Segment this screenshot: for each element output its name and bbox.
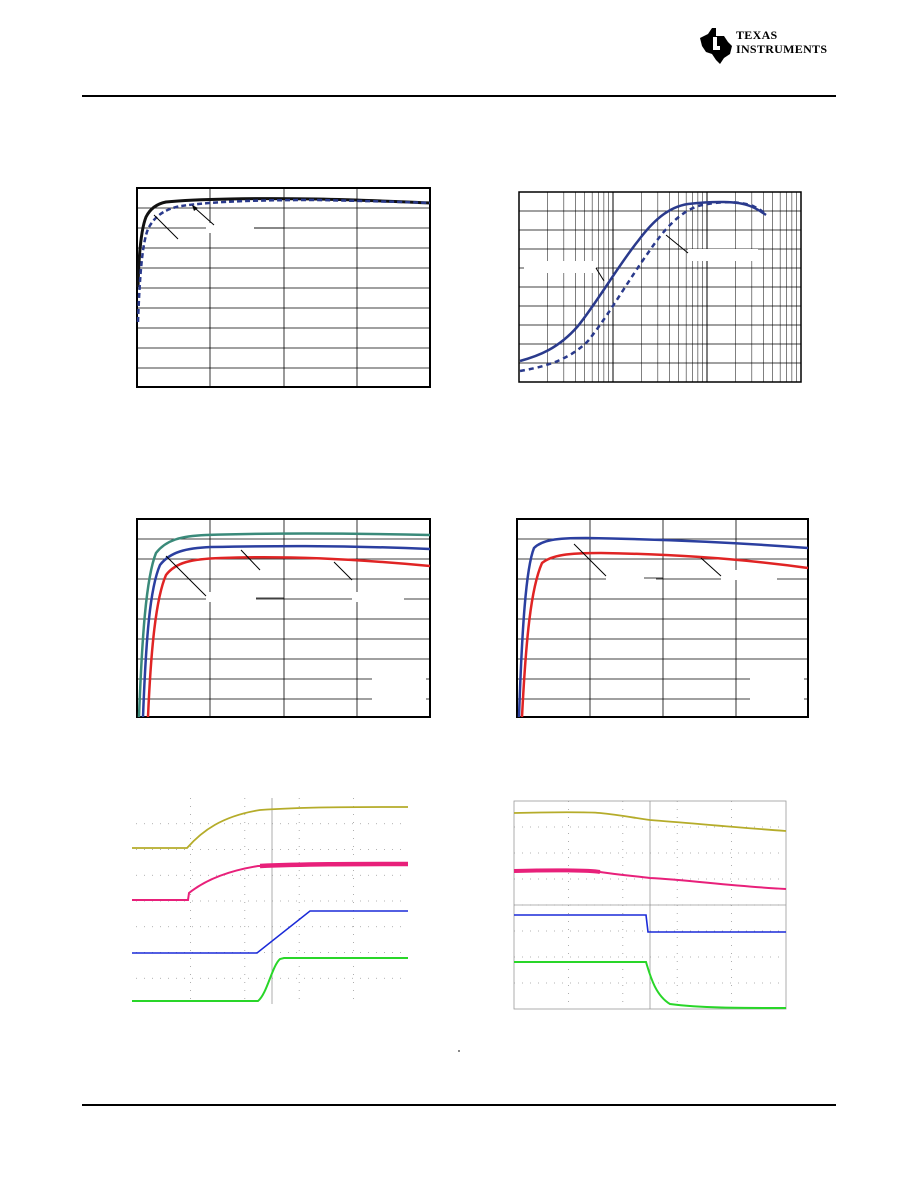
callout-arrow	[153, 214, 179, 240]
callout-arrow	[700, 557, 722, 577]
callout-arrow	[333, 561, 353, 581]
trace-blue	[132, 910, 408, 954]
series-blue	[141, 544, 431, 718]
logo-line-1: TEXAS	[736, 28, 778, 42]
series-red	[146, 556, 431, 718]
series-red	[520, 551, 809, 718]
figure-3-plot	[136, 518, 431, 718]
series-teal	[137, 532, 431, 718]
footer-rule	[82, 1104, 836, 1106]
trace-blue	[514, 914, 786, 933]
series-blue	[517, 536, 809, 718]
series-solid	[519, 200, 767, 363]
logo-line-2: INSTRUMENTS	[736, 42, 828, 56]
series-dashed	[519, 201, 768, 373]
trace-green	[514, 961, 787, 1009]
trace-yellow	[132, 806, 409, 849]
callout-arrow	[195, 208, 215, 226]
trace-yellow	[513, 811, 787, 832]
logo-wordmark: TEXAS INSTRUMENTS	[736, 28, 827, 56]
series-solid	[136, 197, 431, 288]
ti-logo	[700, 28, 732, 64]
figure-1-plot	[136, 187, 431, 388]
callout-arrow	[573, 543, 607, 577]
figure-5-scope	[132, 798, 409, 1004]
figure-4-plot	[516, 518, 809, 718]
callout-arrow	[240, 549, 261, 571]
figure-6-scope	[513, 800, 787, 1010]
callout-arrow	[665, 234, 689, 254]
trace-green	[132, 957, 408, 1002]
trace-magenta	[132, 864, 409, 901]
figure-2-plot	[518, 191, 802, 383]
page-marker	[458, 1050, 460, 1052]
callout-arrow	[595, 267, 605, 282]
header-rule	[82, 95, 836, 97]
callout-arrow	[165, 555, 207, 597]
